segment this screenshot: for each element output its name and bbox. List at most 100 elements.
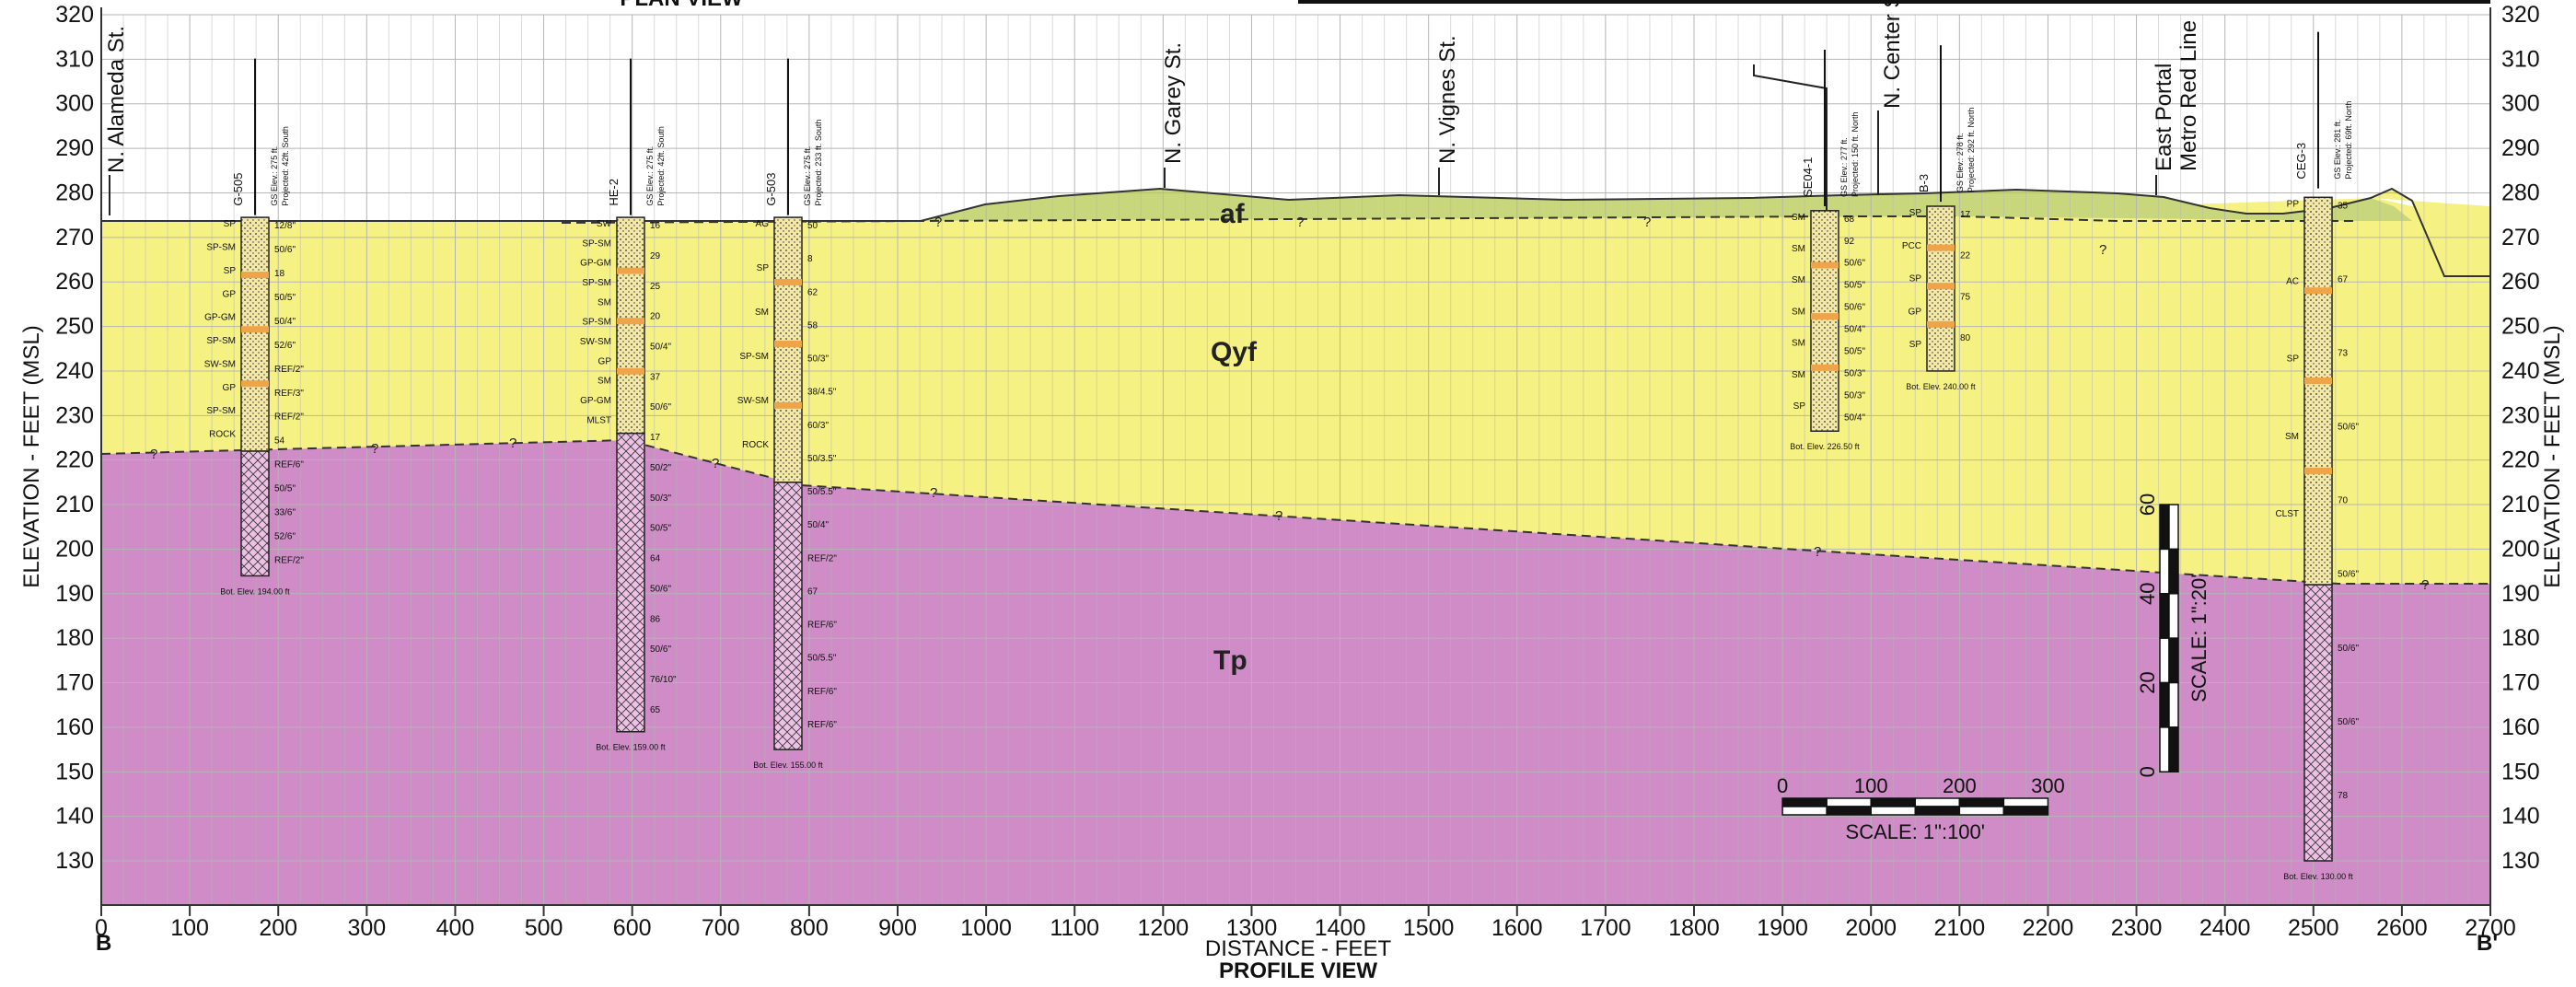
boring-blow-count: 50/5": [274, 293, 296, 303]
boring-gravel-band: [617, 267, 644, 274]
vscale-segment: [2159, 726, 2170, 773]
boring-soil-label: GP: [598, 356, 612, 366]
y-tick-label-left: 160: [55, 714, 94, 740]
boring-soil-column: [1810, 210, 1839, 432]
y-tick-label-right: 140: [2501, 804, 2540, 830]
unit-label-qyf: Qyf: [1211, 337, 1258, 367]
boring-gravel-band: [1811, 261, 1839, 269]
boring-blow-count: 52/6": [274, 532, 296, 542]
boring-gravel-band: [1927, 283, 1955, 290]
y-tick-label-right: 310: [2501, 46, 2540, 72]
boring-rock-column: [773, 482, 803, 750]
boring-gravel-band: [1811, 364, 1839, 371]
y-tick-label-left: 310: [55, 46, 94, 72]
boring-blow-count: 12/8": [274, 221, 296, 231]
y-tick-label-left: 290: [55, 135, 94, 161]
query-mark: ?: [1814, 544, 1821, 560]
boring-rock-column: [2303, 584, 2333, 862]
boring-blow-count: 8: [807, 254, 813, 264]
boring-soil-label: SW-SM: [580, 337, 611, 347]
y-tick-label-left: 250: [55, 314, 94, 340]
boring-soil-label: ROCK: [742, 440, 769, 450]
boring-blow-count: 92: [1844, 237, 1855, 247]
boring-blow-count: 67: [2338, 274, 2349, 284]
boring-blow-count: 50/5.5": [807, 487, 837, 497]
boring-gravel-band: [774, 401, 802, 409]
boring-soil-label: SM: [1792, 339, 1805, 349]
boring-blow-count: 17: [650, 433, 661, 443]
boring-blow-count: 50/6": [2338, 423, 2359, 433]
boring-name: B-3: [1917, 174, 1931, 192]
y-tick-label-left: 270: [55, 225, 94, 250]
boring-blow-count: 50/4": [650, 343, 671, 353]
hscale-segment: [2002, 797, 2049, 807]
boring-blow-count: 50/3.5": [807, 454, 837, 464]
x-tick-label: 400: [436, 915, 475, 941]
boring-projection: Projected: 42ft. South: [656, 126, 666, 206]
x-tick-label: 2400: [2199, 915, 2251, 941]
boring-blow-count: 86: [650, 614, 661, 624]
hscale-segment: [1826, 797, 1872, 807]
x-tick-label: 600: [613, 915, 652, 941]
boring-blow-count: REF/6": [807, 687, 837, 697]
boring-soil-label: SW: [597, 219, 612, 229]
hscale-segment: [1914, 797, 1961, 807]
x-tick-label: 1100: [1050, 915, 1099, 941]
street-labels: N. Alameda St. N. Garey St. N. Vignes St…: [104, 0, 2201, 215]
y-tick-label-right: 180: [2501, 625, 2540, 651]
boring-soil-label: SP: [757, 263, 770, 273]
boring-he-2: HE-2 GS Elev.: 275 ft. Projected: 42ft. So…: [580, 58, 677, 752]
boring-bottom-elevation: Bot. Elev. 226.50 ft: [1790, 442, 1860, 451]
query-mark: ?: [712, 456, 719, 471]
boring-soil-label: SM: [1792, 275, 1805, 285]
y-tick-label-left: 220: [55, 447, 94, 473]
boring-blow-count: 50/3": [807, 354, 829, 365]
y-tick-label-right: 270: [2501, 225, 2540, 250]
boring-blow-count: 68: [1844, 215, 1855, 225]
boring-blow-count: 50/5": [274, 484, 296, 494]
boring-soil-label: SP-SM: [582, 238, 611, 249]
boring-blow-count: 50/6": [1844, 303, 1865, 313]
x-tick-label: 100: [170, 915, 209, 941]
x-tick-label: 2200: [2023, 915, 2074, 941]
x-axis-title: DISTANCE - FEET: [1205, 936, 1392, 961]
boring-soil-label: GP: [223, 383, 237, 393]
x-tick-label: 900: [878, 915, 917, 941]
boring-g-503: G-503 GS Elev.: 275 ft. Projected: 233 ft.…: [737, 58, 837, 770]
boring-blow-count: REF/2": [807, 553, 837, 563]
boring-soil-label: MLST: [586, 415, 611, 425]
boring-soil-label: SP: [2287, 354, 2300, 365]
hscale-segment: [1781, 806, 1828, 816]
boring-soil-label: SP-SM: [582, 278, 611, 288]
boring-blow-count: 18: [274, 269, 285, 279]
boring-blow-count: 50/6": [1844, 259, 1865, 269]
boring-ground-elevation: GS Elev.: 281 ft.: [2333, 120, 2342, 180]
x-tick-label: 2700: [2465, 915, 2516, 941]
boring-gravel-band: [617, 318, 644, 325]
y-tick-label-left: 150: [55, 759, 94, 784]
boring-soil-label: SP: [1909, 208, 1922, 218]
vscale-segment: [2168, 681, 2179, 728]
boring-blow-count: 52/6": [274, 341, 296, 351]
x-tick-label: 1200: [1138, 915, 1189, 941]
boring-gravel-band: [2304, 287, 2332, 295]
y-axis-title-right: ELEVATION - FEET (MSL): [2540, 325, 2565, 587]
boring-projection: Projected: 42ft. South: [281, 126, 290, 206]
boring-blow-count: 50/6": [650, 584, 671, 594]
x-tick-label: 2000: [1845, 915, 1897, 941]
boring-blow-count: 54: [274, 436, 285, 447]
boring-blow-count: 33/6": [274, 508, 296, 518]
boring-blow-count: 50/4": [1844, 412, 1865, 423]
query-mark: ?: [2421, 577, 2429, 593]
x-tick-label: 1000: [960, 915, 1012, 941]
boring-blow-count: 67: [807, 586, 818, 597]
y-tick-label-right: 280: [2501, 180, 2540, 205]
boring-blow-count: 50/6": [2338, 570, 2359, 580]
y-tick-label-right: 200: [2501, 536, 2540, 562]
boring-soil-column: [240, 216, 270, 452]
y-tick-label-left: 130: [55, 848, 94, 874]
boring-blow-count: REF/2": [274, 555, 304, 565]
hscale-segment: [1958, 797, 2005, 807]
